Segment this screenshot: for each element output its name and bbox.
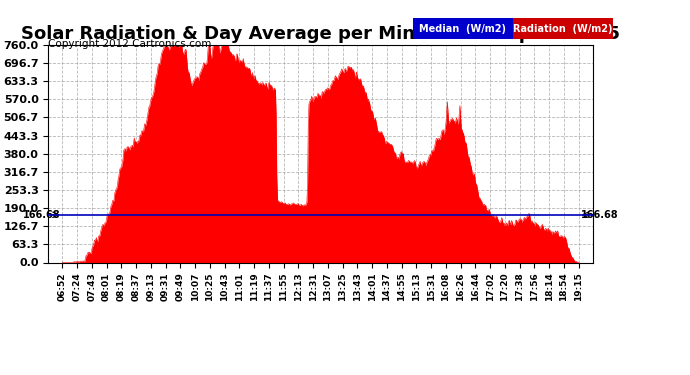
- Text: 166.68: 166.68: [581, 210, 618, 220]
- Text: 166.68: 166.68: [23, 210, 61, 220]
- Text: Copyright 2012 Cartronics.com: Copyright 2012 Cartronics.com: [48, 39, 212, 50]
- Title: Solar Radiation & Day Average per Minute  Fri Sep 7  19:25: Solar Radiation & Day Average per Minute…: [21, 26, 620, 44]
- Text: Median  (W/m2): Median (W/m2): [419, 24, 506, 33]
- Text: Radiation  (W/m2): Radiation (W/m2): [513, 24, 613, 33]
